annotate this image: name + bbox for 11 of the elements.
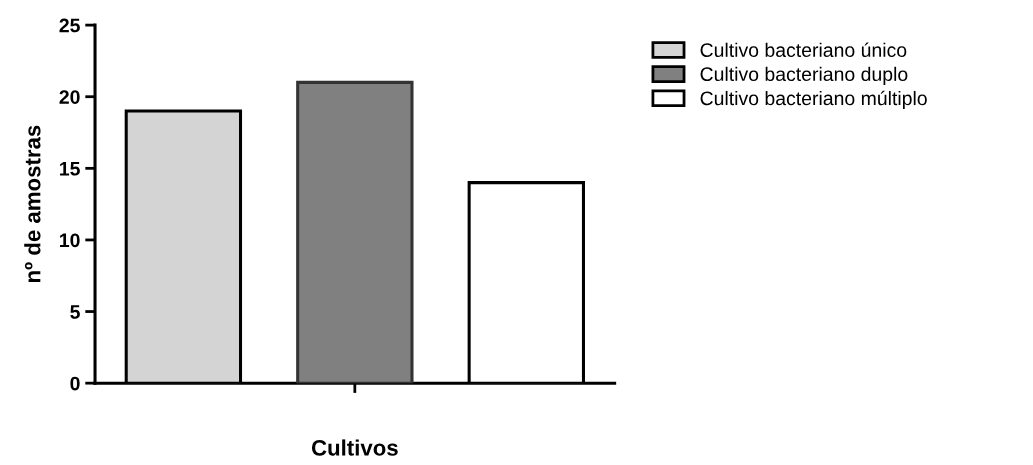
legend-label: Cultivo bacteriano único [700, 42, 907, 57]
legend-label: Cultivo bacteriano múltiplo [700, 90, 927, 110]
y-tick-label: 10 [60, 233, 80, 248]
x-axis-title: Cultivos [311, 439, 398, 456]
y-tick-label: 25 [59, 18, 80, 33]
y-tick-label: 20 [59, 90, 80, 104]
legend-label: Cultivo bacteriano duplo [700, 66, 908, 85]
y-axis-title: nº de amostras [24, 125, 41, 283]
y-tick-label: 0 [70, 376, 80, 391]
y-tick-label: 15 [60, 162, 80, 176]
y-tick-label: 5 [70, 305, 80, 319]
